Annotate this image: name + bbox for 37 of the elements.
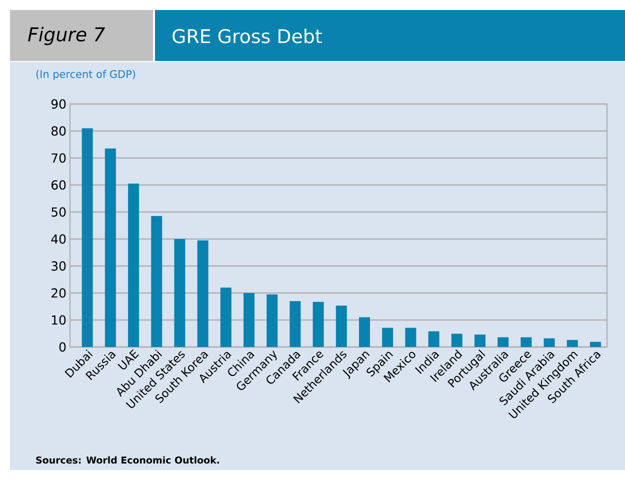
bar	[290, 301, 301, 347]
bar	[474, 334, 486, 347]
y-tick-label: 60	[52, 180, 66, 190]
bar	[428, 331, 440, 347]
y-tick-label: 50	[52, 207, 66, 217]
y-tick-label: 30	[52, 261, 66, 271]
bar	[104, 148, 116, 347]
y-tick-label: 20	[52, 288, 66, 298]
bar	[590, 342, 601, 347]
bar	[174, 238, 186, 347]
bar	[82, 128, 93, 347]
bar	[358, 317, 370, 347]
bar	[220, 288, 232, 347]
bar	[520, 337, 532, 347]
bar	[151, 216, 162, 347]
y-tick-label: 70	[52, 153, 66, 163]
y-tick-label: 0	[59, 342, 66, 352]
bar	[405, 328, 416, 347]
chart-subtitle: (In percent of GDP)	[36, 70, 136, 80]
bar	[128, 184, 140, 347]
y-tick-label: 90	[51, 99, 66, 109]
bar	[336, 306, 347, 347]
y-tick-label: 40	[51, 234, 66, 244]
bar	[312, 302, 324, 347]
source-note: Sources: World Economic Outlook.	[36, 456, 219, 464]
bar	[197, 240, 208, 347]
bar	[244, 292, 255, 347]
bar	[498, 337, 509, 347]
bar	[382, 328, 394, 347]
y-tick-label: 10	[52, 315, 66, 325]
chart-title: GRE Gross Debt	[172, 28, 322, 44]
y-tick-label: 80	[51, 126, 66, 136]
bar	[266, 294, 278, 347]
caption: Figure 7	[28, 26, 105, 46]
bar	[451, 334, 462, 347]
bar	[544, 338, 555, 347]
bar	[566, 340, 578, 347]
